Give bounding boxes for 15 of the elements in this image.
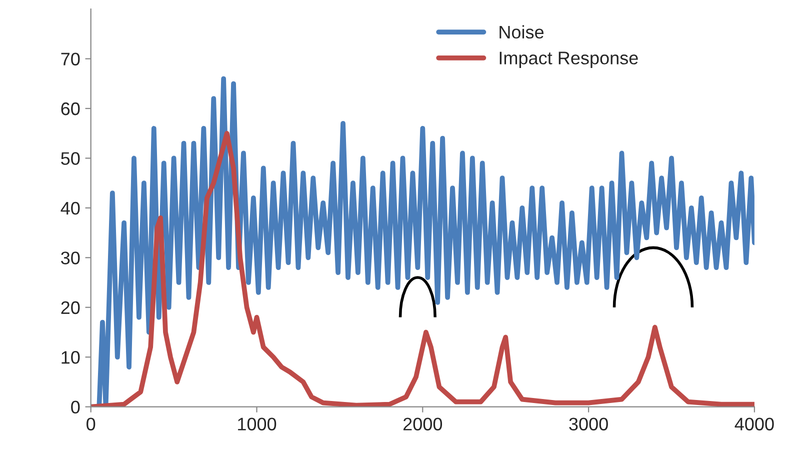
y-tick-label: 0 xyxy=(71,400,80,414)
x-tick-label: 0 xyxy=(86,418,96,430)
x-tick-label: 3000 xyxy=(569,418,608,430)
y-tick-label: 70 xyxy=(61,52,80,66)
y-tick-label: 20 xyxy=(61,301,80,314)
legend-label: Noise xyxy=(500,25,544,39)
legend-label: Impact Response xyxy=(500,52,638,68)
x-tick-label: 1000 xyxy=(238,418,276,430)
x-tick-label: 2000 xyxy=(403,418,442,430)
y-tick-label: 30 xyxy=(61,252,80,264)
y-tick-label: 10 xyxy=(62,351,80,364)
x-tick-label: 4000 xyxy=(734,418,774,430)
y-tick-label: 60 xyxy=(61,102,80,116)
y-tick-label: 40 xyxy=(60,202,80,215)
y-tick-label: 50 xyxy=(61,152,80,165)
